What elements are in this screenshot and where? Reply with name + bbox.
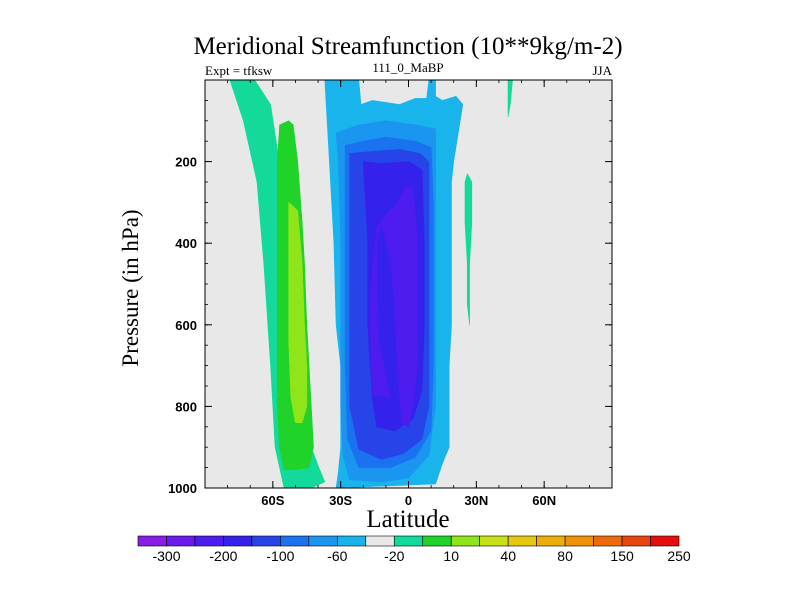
colorbar-label: -100: [266, 548, 294, 564]
contour-nh-small-patch: [464, 173, 473, 326]
colorbar-label: -300: [152, 548, 180, 564]
chart-title: Meridional Streamfunction (10**9kg/m-2): [193, 33, 622, 60]
colorbar-box: [507, 535, 537, 547]
colorbar-box: [251, 535, 281, 547]
x-tick-label: 30N: [464, 493, 488, 508]
contour-sh-negative-150: [369, 185, 418, 428]
colorbar-box: [137, 535, 167, 547]
y-tick-label: 1000: [168, 481, 197, 496]
colorbar-box: [194, 535, 224, 547]
colorbar-box: [308, 535, 338, 547]
colorbar-label: -20: [384, 548, 404, 564]
colorbar-box: [536, 535, 566, 547]
y-tick-label: 600: [175, 318, 197, 333]
colorbar-box: [166, 535, 196, 547]
y-tick-label: 200: [175, 155, 197, 170]
colorbar-box: [564, 535, 594, 547]
contour-nh-positive-80: [288, 202, 308, 424]
x-axis-label: Latitude: [366, 506, 449, 533]
colorbar-label: 150: [610, 548, 634, 564]
y-axis-label: Pressure (in hPa): [118, 209, 143, 366]
x-tick-label: 0: [405, 493, 412, 508]
colorbar-box: [337, 535, 367, 547]
colorbar-box: [450, 535, 480, 547]
y-tick-label: 800: [175, 399, 197, 414]
colorbar-label: 80: [557, 548, 573, 564]
x-tick-label: 30S: [329, 493, 352, 508]
colorbar-label: 250: [667, 548, 691, 564]
x-tick-label: 60N: [532, 493, 556, 508]
y-tick-label: 400: [175, 236, 197, 251]
colorbar-box: [422, 535, 452, 547]
subtitle-right: JJA: [592, 63, 612, 78]
colorbar-box: [393, 535, 424, 547]
x-tick-label: 60S: [261, 493, 284, 508]
colorbar-box: [280, 535, 310, 547]
colorbar-label: -200: [209, 548, 237, 564]
colorbar-label: 40: [500, 548, 516, 564]
colorbar-box: [650, 535, 680, 547]
colorbar-box: [223, 535, 253, 547]
colorbar-box: [365, 535, 395, 547]
colorbar: -300 -200 -100 -60 -20 10 40 80 150 250: [137, 535, 691, 564]
subtitle-left: Expt = tfksw: [205, 63, 273, 78]
colorbar-box: [479, 535, 509, 547]
colorbar-label: -60: [327, 548, 347, 564]
colorbar-box: [593, 535, 623, 547]
colorbar-box: [621, 535, 651, 547]
colorbar-label: 10: [443, 548, 459, 564]
subtitle-center: 111_0_MaBP: [372, 60, 443, 75]
